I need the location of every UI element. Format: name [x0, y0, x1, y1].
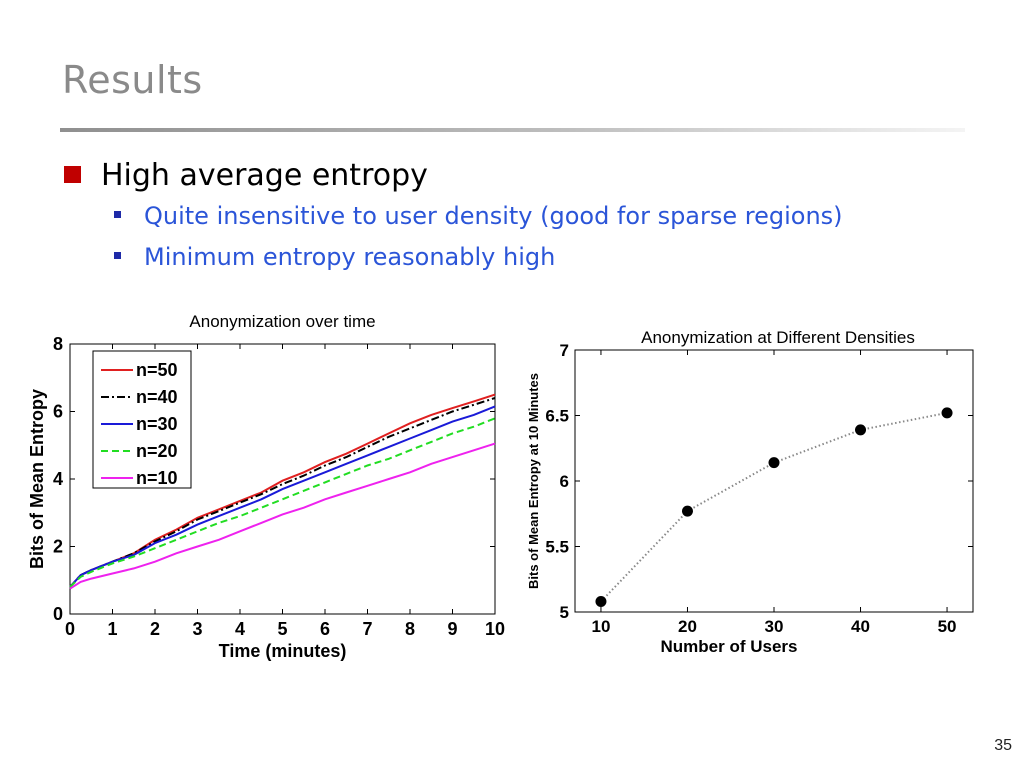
entropy-over-time-chart: Anonymization over time 0 1 2 3 4 5 6 7 8 9 10 0 2 4 6 8… [27, 312, 505, 661]
series-line-n-40 [69, 397, 496, 588]
sub-bullet-text: Minimum entropy reasonably high [144, 243, 556, 271]
x-tick-label: 6 [320, 619, 330, 639]
legend-label: n=50 [136, 360, 178, 380]
data-point [768, 457, 780, 469]
y-tick-label: 5.5 [545, 538, 569, 557]
x-tick-label: 8 [405, 619, 415, 639]
x-tick-label: 3 [192, 619, 202, 639]
y-tick-label: 6 [560, 472, 569, 491]
x-tick-label: 2 [150, 619, 160, 639]
x-tick-label: 5 [277, 619, 287, 639]
x-tick-label: 4 [235, 619, 245, 639]
y-tick-label: 4 [53, 469, 63, 489]
data-point [681, 505, 693, 517]
legend-label: n=10 [136, 468, 178, 488]
sub-bullet-square-icon [114, 211, 121, 218]
y-axis-label: Bits of Mean Entropy [27, 389, 47, 569]
sub-bullet-square-icon [114, 252, 121, 259]
plot-area [574, 349, 974, 613]
y-tick-label: 7 [560, 341, 569, 360]
y-tick-label: 2 [53, 537, 63, 557]
series-line-n-30 [69, 405, 496, 588]
x-tick-label: 30 [765, 617, 784, 636]
x-axis-label: Number of Users [661, 637, 798, 656]
data-point [595, 596, 607, 608]
bullet-square-icon [64, 166, 81, 183]
y-tick-label: 5 [560, 603, 569, 622]
chart-title: Anonymization over time [189, 312, 375, 331]
x-tick-label: 50 [938, 617, 957, 636]
legend-box [92, 350, 192, 489]
x-tick-label: 0 [65, 619, 75, 639]
y-axis-label: Bits of Mean Entropy at 10 Minutes [526, 373, 541, 589]
legend-label: n=30 [136, 414, 178, 434]
slide-title: Results [62, 58, 203, 102]
bullet-text: High average entropy [101, 158, 428, 193]
data-point [855, 424, 867, 436]
y-tick-label: 8 [53, 334, 63, 354]
x-tick-label: 1 [107, 619, 117, 639]
y-tick-label: 6.5 [545, 407, 569, 426]
x-tick-label: 20 [678, 617, 697, 636]
x-tick-label: 7 [362, 619, 372, 639]
x-tick-label: 40 [851, 617, 870, 636]
x-tick-label: 9 [447, 619, 457, 639]
y-tick-label: 6 [53, 402, 63, 422]
y-tick-label: 0 [53, 604, 63, 624]
series-line-n-10 [69, 442, 496, 590]
legend-label: n=40 [136, 387, 178, 407]
title-divider [60, 128, 965, 132]
x-tick-label: 10 [591, 617, 610, 636]
data-point [941, 407, 953, 419]
legend-label: n=20 [136, 441, 178, 461]
page-number: 35 [994, 737, 1012, 754]
x-tick-label: 10 [485, 619, 505, 639]
entropy-vs-density-chart: Anonymization at Different Densities 10 20… [526, 328, 974, 656]
series-line-n-20 [69, 417, 496, 588]
sub-bullet-text: Quite insensitive to user density (good … [144, 202, 843, 230]
x-axis-label: Time (minutes) [219, 641, 347, 661]
chart-title: Anonymization at Different Densities [641, 328, 915, 347]
